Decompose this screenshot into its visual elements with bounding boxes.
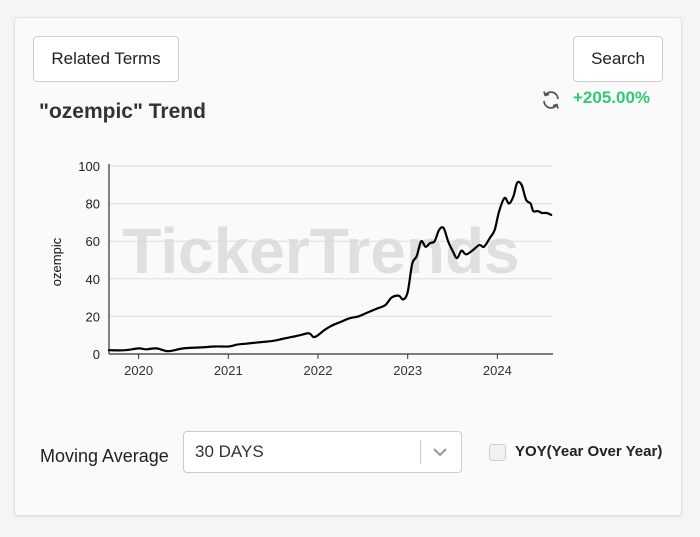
moving-average-select[interactable]: 30 DAYS: [183, 431, 462, 473]
yoy-label: YOY(Year Over Year): [515, 443, 663, 460]
select-divider: [420, 440, 421, 464]
related-terms-button[interactable]: Related Terms: [33, 36, 179, 82]
chevron-down-icon[interactable]: [430, 442, 450, 462]
y-tick-label: 60: [86, 234, 100, 249]
x-tick-label: 2023: [393, 363, 422, 378]
y-tick-label: 100: [78, 159, 100, 174]
y-tick-label: 20: [86, 309, 100, 324]
x-tick-label: 2021: [214, 363, 243, 378]
x-tick-label: 2020: [124, 363, 153, 378]
axes: [108, 164, 553, 359]
y-axis-label: ozempic: [49, 237, 64, 286]
chart-title: "ozempic" Trend: [39, 100, 206, 123]
moving-average-value: 30 DAYS: [195, 442, 264, 461]
grid: [109, 165, 553, 317]
y-tick-label: 80: [86, 197, 100, 212]
y-tick-label: 0: [93, 347, 100, 362]
yoy-checkbox[interactable]: [489, 444, 506, 461]
moving-average-label: Moving Average: [40, 446, 169, 466]
x-tick-label: 2022: [304, 363, 333, 378]
search-button[interactable]: Search: [573, 36, 663, 82]
trend-card: Related Terms Search "ozempic" Trend +20…: [14, 17, 682, 516]
percent-change: +205.00%: [573, 88, 651, 107]
series-line: [107, 180, 553, 353]
refresh-icon[interactable]: [539, 88, 563, 112]
x-tick-label: 2024: [483, 363, 512, 378]
y-tick-label: 40: [86, 272, 100, 287]
tick-labels: 0 20 40 60 80 100 2020 2021 2022 2023 2024: [78, 159, 512, 378]
